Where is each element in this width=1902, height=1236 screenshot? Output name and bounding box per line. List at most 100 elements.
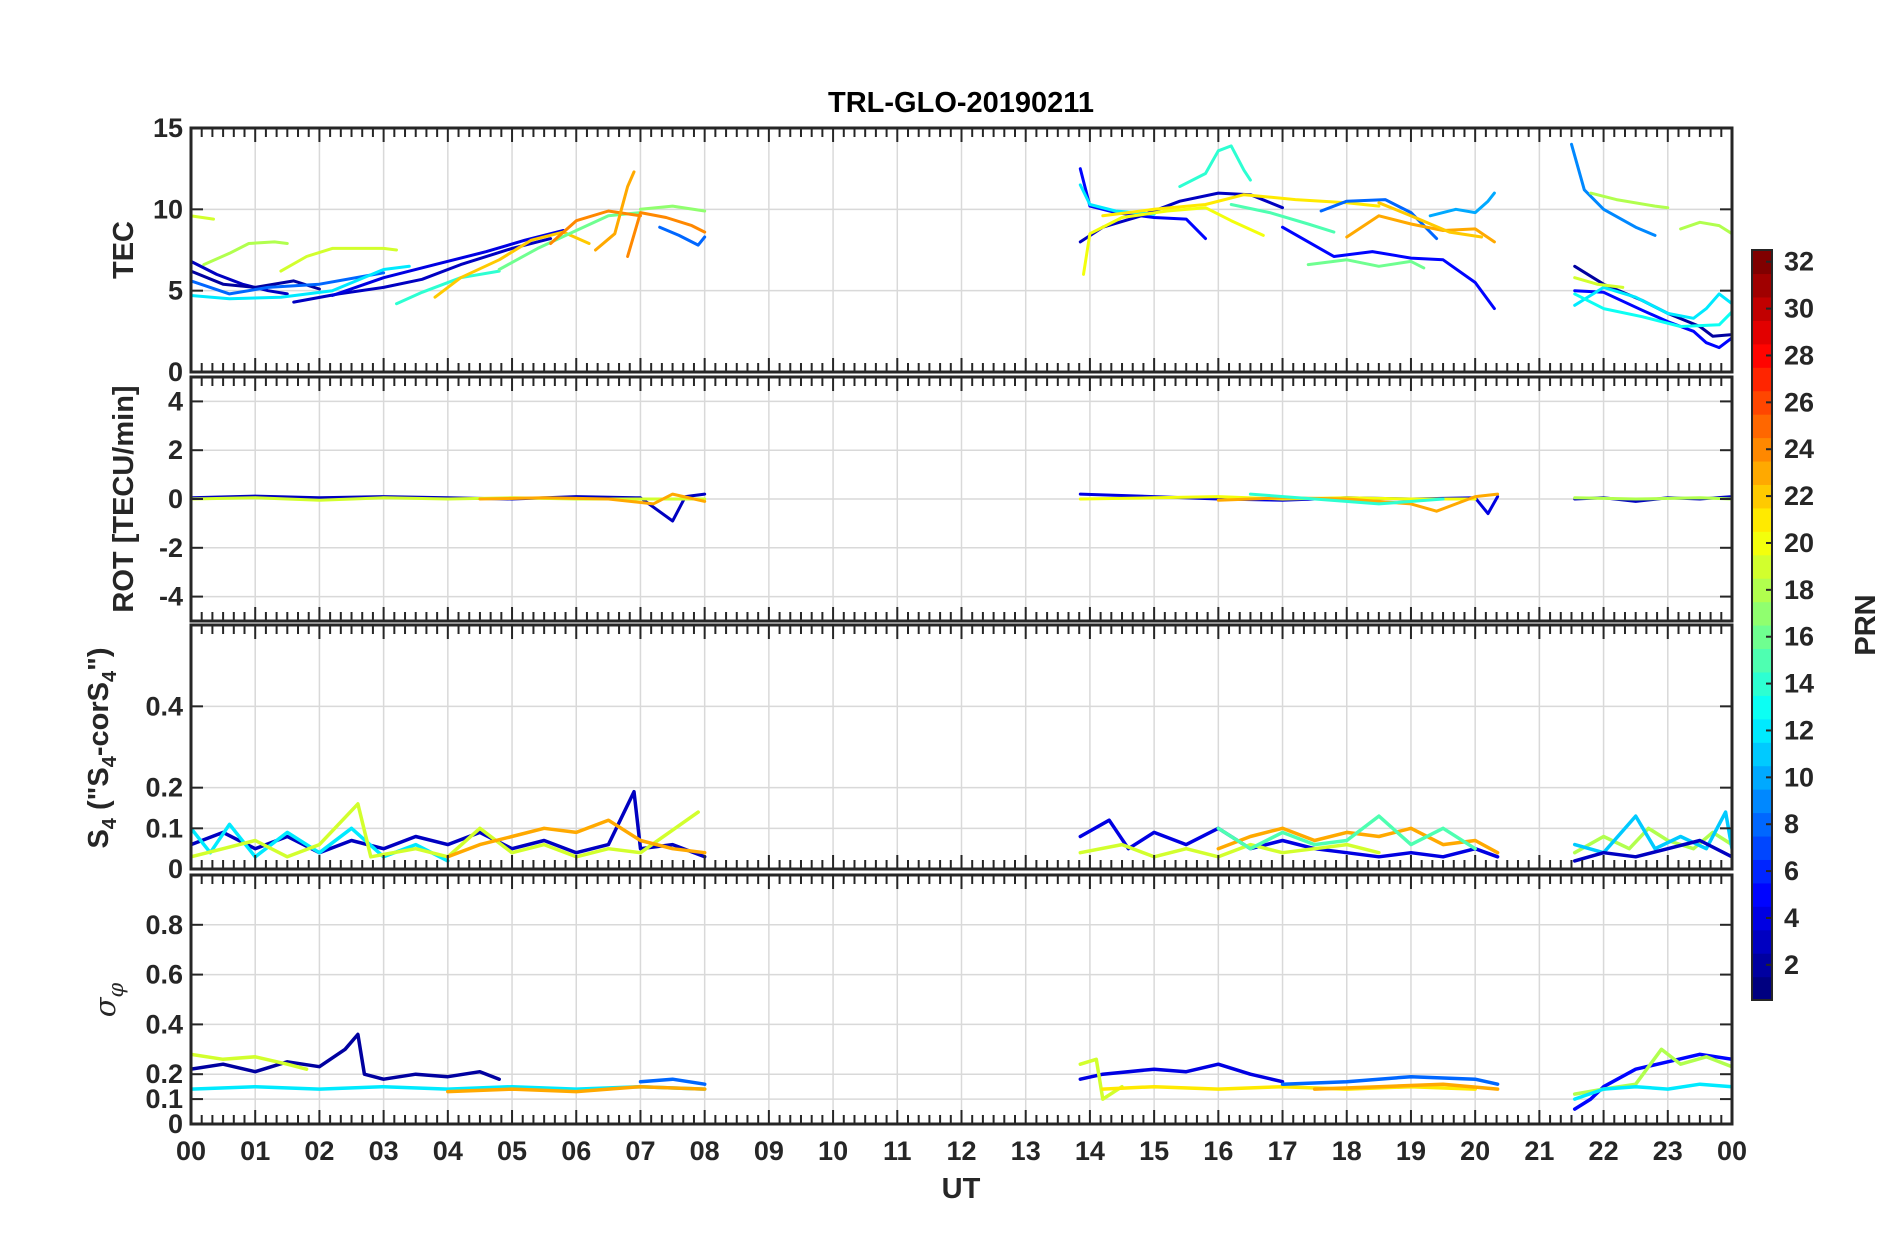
series-line-prn-19 <box>1078 1057 1124 1101</box>
colorbar-tick-label: 12 <box>1784 715 1814 745</box>
colorbar-segment <box>1752 906 1772 931</box>
series-line-prn-19 <box>191 802 700 859</box>
series-line-prn-18 <box>1572 826 1732 855</box>
series-line-prn-23 <box>1345 214 1496 244</box>
colorbar-tick-label: 16 <box>1784 622 1814 652</box>
series-line-prn-23 <box>1312 1082 1500 1091</box>
y-tick-label: 5 <box>168 276 183 306</box>
y-axis-label-tec: TEC <box>108 221 140 279</box>
series-line-prn-19 <box>191 214 215 221</box>
panel-frame <box>189 375 1734 623</box>
series-line-prn-8 <box>638 1077 707 1086</box>
x-tick-label: 01 <box>240 1136 270 1166</box>
colorbar-segment <box>1752 953 1772 978</box>
y-tick-label: 15 <box>153 113 183 143</box>
colorbar-segment <box>1752 812 1772 837</box>
colorbar-segment <box>1752 601 1772 626</box>
x-tick-label: 03 <box>369 1136 399 1166</box>
colorbar-segment <box>1752 296 1772 321</box>
series-line-prn-23 <box>594 170 636 252</box>
colorbar-segment <box>1752 742 1772 767</box>
y-axis-label-sigma-phi: σφ <box>88 982 128 1017</box>
colorbar-segment <box>1752 273 1772 298</box>
x-tick-label: 13 <box>1011 1136 1041 1166</box>
colorbar-segment <box>1752 437 1772 462</box>
series-line-prn-9 <box>1570 142 1657 237</box>
y-tick-label: 0.4 <box>145 1009 183 1039</box>
colorbar-segment <box>1752 578 1772 603</box>
y-tick-label: 0 <box>168 854 183 884</box>
x-tick-label: 09 <box>754 1136 784 1166</box>
colorbar-segment <box>1752 882 1772 907</box>
series-line-prn-13 <box>1573 292 1732 328</box>
series-line-prn-11 <box>1572 810 1732 855</box>
x-tick-label: 18 <box>1332 1136 1362 1166</box>
x-tick-label: 16 <box>1203 1136 1233 1166</box>
series-line-prn-15 <box>1229 203 1336 234</box>
x-tick-label: 11 <box>883 1136 912 1166</box>
series-line-prn-18 <box>1679 220 1732 236</box>
y-tick-label: 0.6 <box>145 960 183 990</box>
colorbar-frame <box>1751 249 1773 1001</box>
x-tick-label: 02 <box>304 1136 334 1166</box>
colorbar-tick-label: 32 <box>1784 247 1814 277</box>
colorbar-segment <box>1752 625 1772 650</box>
series-line-prn-22 <box>1377 201 1484 239</box>
colorbar-tick-label: 20 <box>1784 528 1814 558</box>
x-tick-label: 04 <box>433 1136 463 1166</box>
x-tick-label: 20 <box>1460 1136 1490 1166</box>
y-tick-label: 0 <box>168 357 183 387</box>
colorbar-segment <box>1752 695 1772 720</box>
colorbar-tick-label: 26 <box>1784 387 1814 417</box>
panel-rot: -4 -2 0 2 4 <box>159 375 1734 623</box>
colorbar-segment <box>1752 835 1772 860</box>
series-line-prn-23 <box>446 1084 707 1094</box>
panel-frame <box>189 126 1734 374</box>
x-tick-label: 00 <box>1717 1136 1747 1166</box>
series-line-prn-5 <box>1281 225 1496 311</box>
panel-sigma-phi: 00.10.2 0.4 0.6 0.8 <box>145 873 1734 1139</box>
y-tick-label: 2 <box>168 435 183 465</box>
y-tick-label: 4 <box>168 386 183 416</box>
colorbar-segment <box>1752 789 1772 814</box>
x-tick-label: 06 <box>561 1136 591 1166</box>
colorbar-segment <box>1752 460 1772 485</box>
panel-frame <box>189 873 1734 1126</box>
x-tick-label: 19 <box>1396 1136 1426 1166</box>
series-line-prn-3 <box>191 259 289 296</box>
series-line-prn-12 <box>1573 285 1732 320</box>
colorbar-tick-label: 24 <box>1784 434 1814 464</box>
colorbar-segment <box>1752 765 1772 790</box>
colorbar-segment <box>1752 531 1772 556</box>
colorbar-segment <box>1752 648 1772 673</box>
series-line-prn-24 <box>626 211 707 258</box>
series-group <box>191 492 1732 523</box>
colorbar-tick-label: 6 <box>1784 856 1799 886</box>
series-group <box>191 1032 1732 1111</box>
series-line-prn-12 <box>1572 1082 1732 1101</box>
series-line-prn-2 <box>191 1032 501 1081</box>
y-tick-label: -4 <box>159 582 183 612</box>
series-line-prn-23 <box>1216 826 1500 855</box>
colorbar-segment <box>1752 859 1772 884</box>
series-line-prn-19 <box>1573 276 1625 289</box>
colorbar-segment <box>1752 484 1772 509</box>
series-line-prn-4 <box>1078 1062 1285 1084</box>
x-tick-label: 14 <box>1075 1136 1105 1166</box>
colorbar-segment <box>1752 390 1772 415</box>
series-line-prn-18 <box>1573 496 1732 501</box>
x-tick-label: 23 <box>1653 1136 1683 1166</box>
colorbar-segment <box>1752 320 1772 345</box>
colorbar-segment <box>1752 554 1772 579</box>
series-line-prn-8 <box>658 225 707 247</box>
colorbar-segment <box>1752 250 1772 275</box>
y-tick-label: 0.8 <box>145 910 183 940</box>
colorbar-tick-label: 18 <box>1784 575 1814 605</box>
series-line-prn-23 <box>446 818 707 859</box>
x-tick-label: 12 <box>946 1136 976 1166</box>
colorbar-segment <box>1752 367 1772 392</box>
series-line-prn-4 <box>330 229 565 297</box>
series-group <box>191 142 1732 350</box>
colorbar-segment <box>1752 671 1772 696</box>
